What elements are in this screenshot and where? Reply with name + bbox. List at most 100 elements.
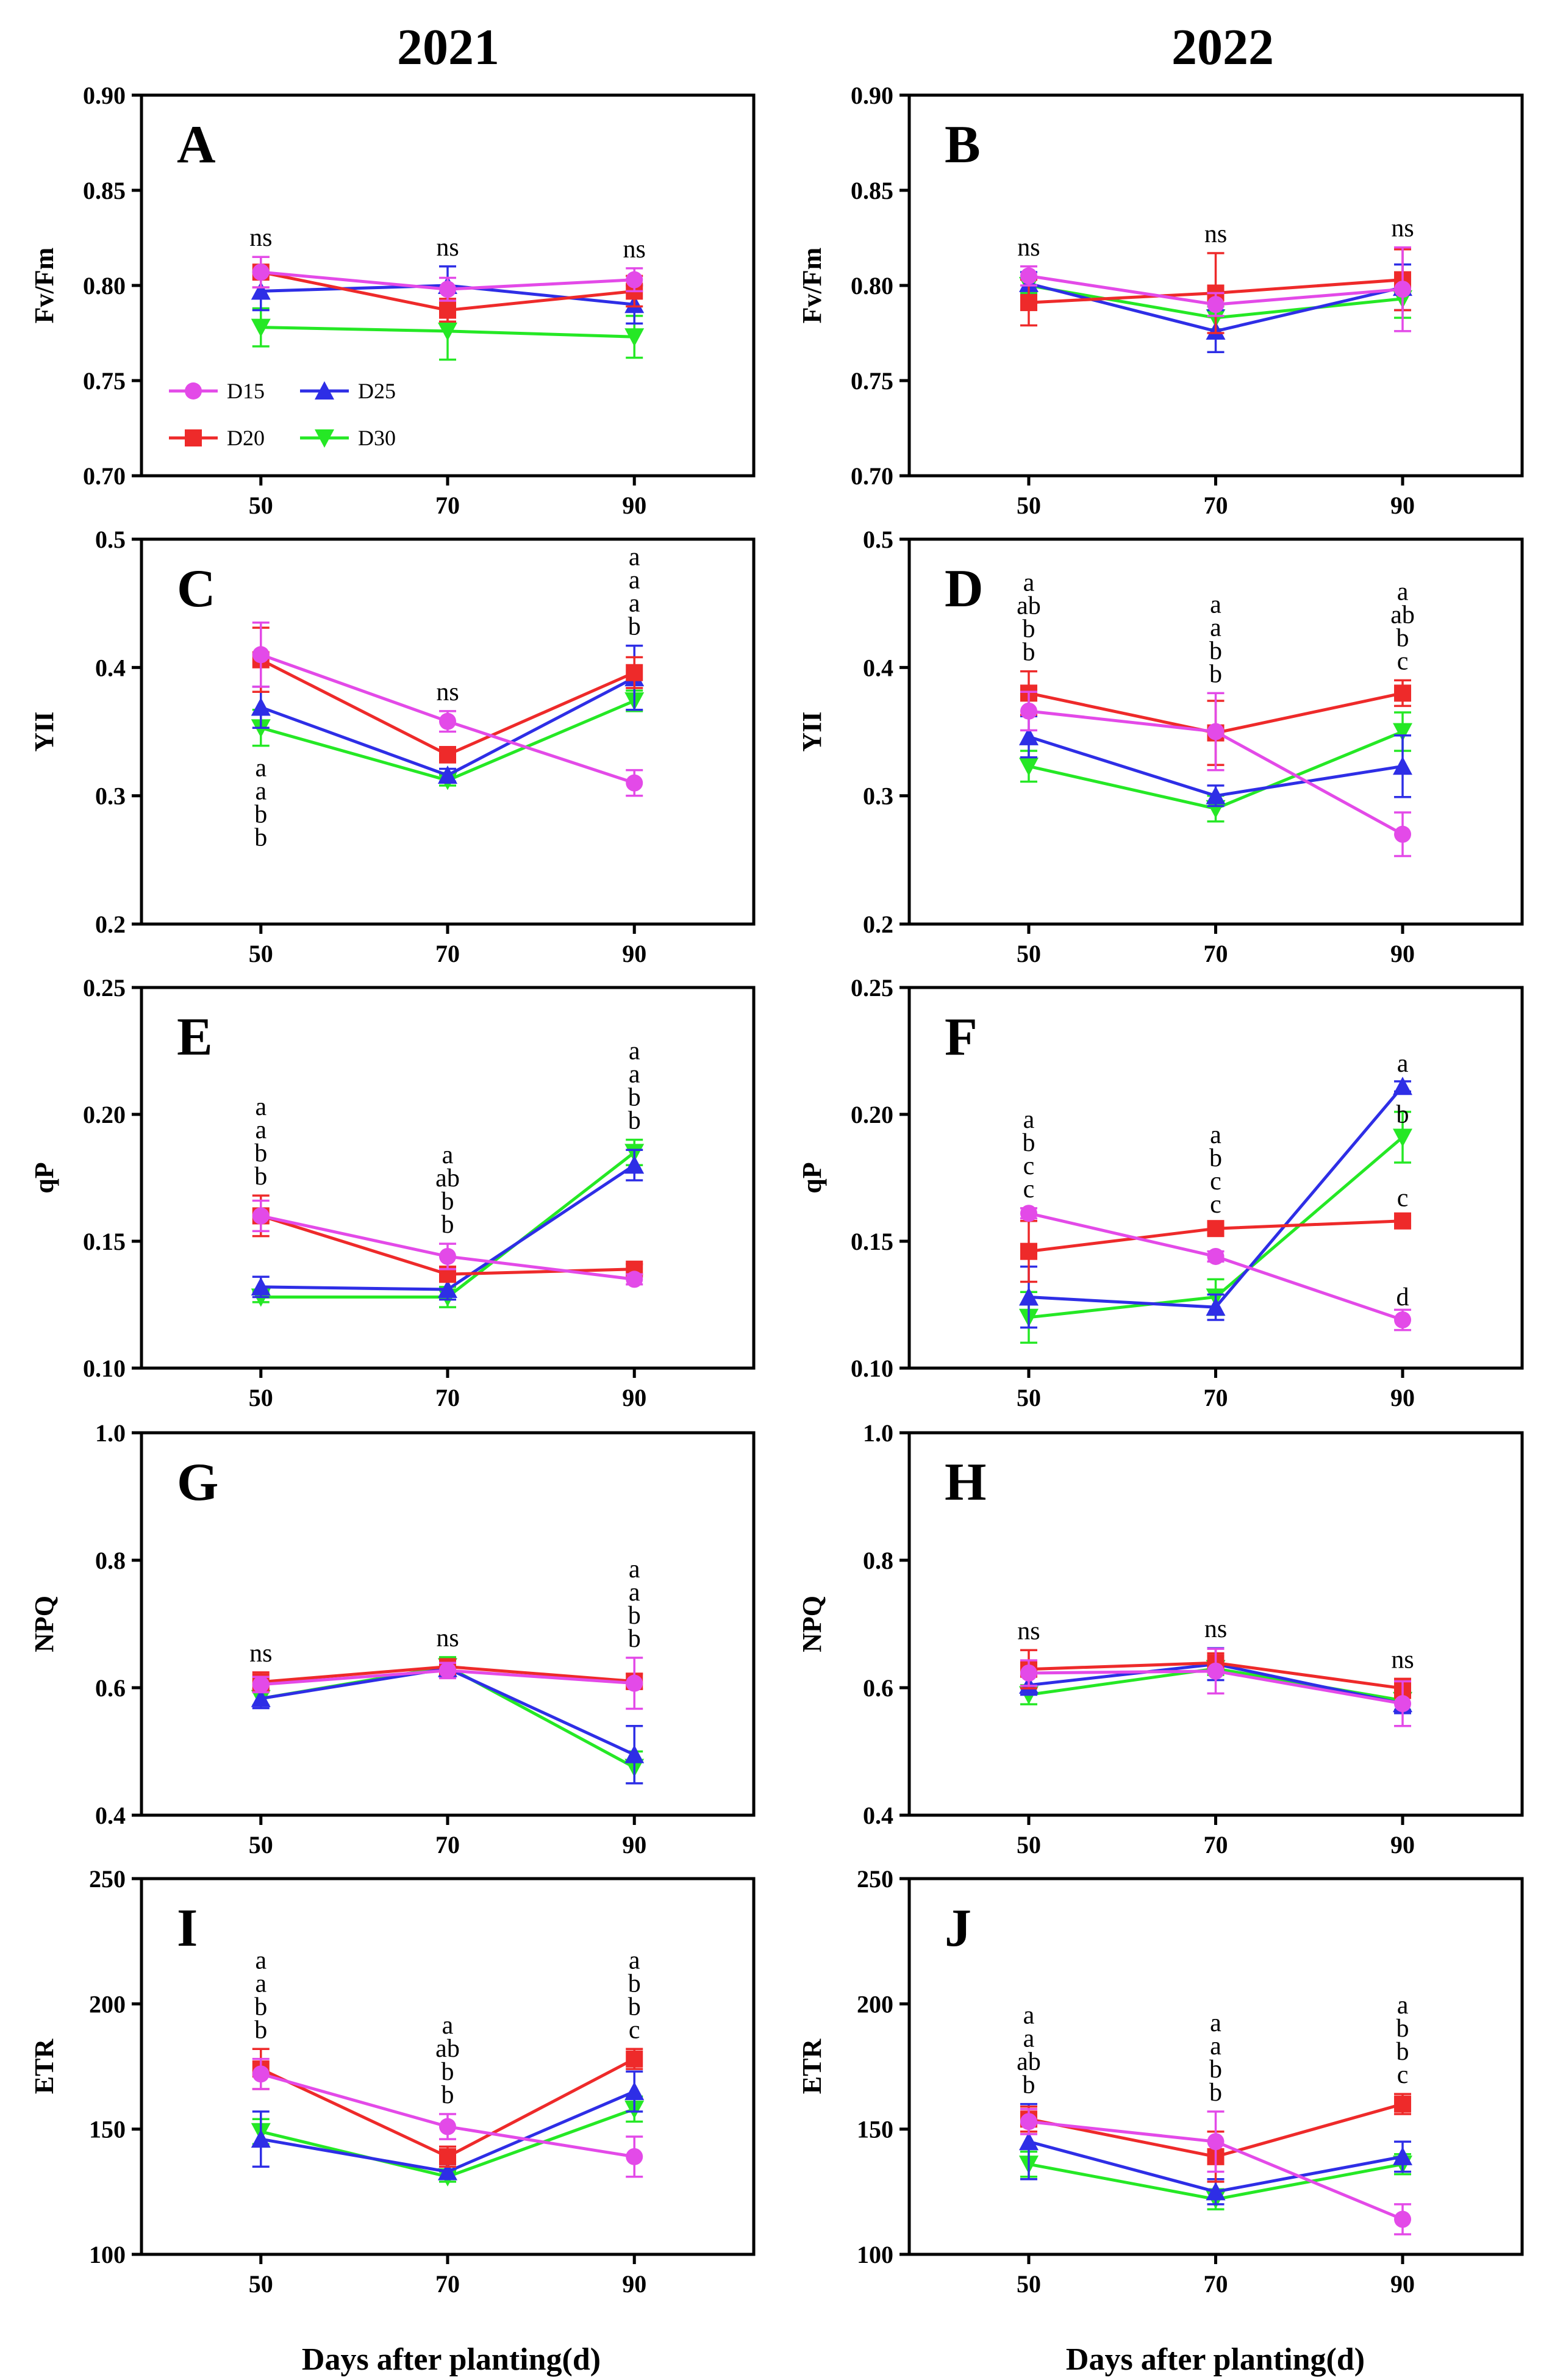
significance-letter: b	[254, 2016, 267, 2044]
y-tick-label: 200	[89, 1990, 126, 2018]
significance-letter: ns	[1017, 234, 1040, 262]
significance-letter: a	[1210, 1121, 1221, 1149]
y-tick-label: 250	[857, 1865, 893, 1893]
data-point-d15	[626, 1674, 643, 1692]
panel-letter: H	[945, 1453, 986, 1512]
data-point-d20	[626, 664, 643, 681]
data-point-d15	[252, 263, 270, 281]
panel-letter: G	[177, 1453, 218, 1512]
point-significance-letter: d	[1396, 1283, 1409, 1311]
significance-letter: ns	[249, 224, 272, 252]
significance-letter: b	[1022, 639, 1035, 667]
data-point-d15	[439, 281, 456, 298]
year-label-2021: 2021	[397, 19, 499, 76]
significance-letter: b	[1209, 637, 1222, 665]
series-d25	[251, 1149, 645, 1301]
y-tick-label: 0.75	[83, 367, 126, 395]
data-point-d25	[624, 1155, 645, 1174]
y-axis-label: ETR	[29, 2038, 59, 2095]
significance-letter: b	[1396, 2038, 1409, 2066]
significance-letter: b	[1209, 1144, 1222, 1172]
significance-letter: ns	[436, 234, 459, 262]
y-tick-label: 0.2	[95, 911, 126, 938]
point-significance-letter: b	[1396, 1100, 1409, 1128]
y-tick-label: 0.3	[863, 783, 893, 810]
data-point-d15	[1394, 1311, 1412, 1328]
data-point-d15	[1020, 702, 1037, 720]
significance-letter: a	[442, 2012, 454, 2040]
data-point-d25	[438, 765, 457, 784]
x-tick-label: 50	[1017, 2270, 1041, 2298]
significance-letter: ns	[1204, 220, 1227, 248]
significance-letter: b	[1022, 615, 1035, 643]
significance-letter: c	[1397, 647, 1409, 675]
significance-letter: b	[442, 1188, 454, 1216]
significance-letter: a	[629, 1061, 640, 1089]
data-point-d25	[251, 281, 271, 300]
y-tick-label: 1.0	[95, 1419, 126, 1447]
x-tick-label: 90	[622, 1831, 646, 1858]
data-point-d20	[439, 301, 456, 319]
data-point-d15	[439, 1247, 456, 1265]
significance-letter: a	[629, 1038, 640, 1066]
data-point-d15	[1394, 1695, 1412, 1713]
x-tick-label: 50	[249, 492, 273, 519]
significance-letter: b	[442, 1211, 454, 1239]
data-point-d25	[1018, 1287, 1039, 1306]
y-tick-label: 150	[89, 2116, 126, 2143]
panel-letter: E	[177, 1008, 213, 1067]
data-point-d15	[1394, 281, 1412, 298]
y-tick-label: 0.15	[83, 1228, 126, 1255]
y-tick-label: 0.3	[95, 783, 126, 810]
data-point-d30	[251, 318, 271, 337]
data-point-d15	[439, 712, 456, 730]
year-label-2022: 2022	[1171, 19, 1274, 76]
x-tick-label: 90	[622, 1384, 646, 1411]
data-point-d25	[1018, 2132, 1039, 2151]
data-point-d15	[439, 1661, 456, 1679]
data-point-d30	[624, 328, 645, 347]
y-tick-label: 0.15	[851, 1228, 893, 1255]
series-d25	[1018, 715, 1413, 808]
point-significance-letter: c	[1397, 1185, 1409, 1213]
y-tick-label: 0.4	[863, 1802, 893, 1829]
significance-letter: a	[255, 1970, 266, 1998]
x-tick-label: 70	[435, 1384, 460, 1411]
series-d15	[1020, 1205, 1412, 1332]
y-tick-label: 0.75	[851, 367, 893, 395]
x-tick-label: 70	[1204, 2270, 1228, 2298]
data-point-d25	[251, 2129, 271, 2148]
data-point-d15	[1020, 2113, 1037, 2131]
data-point-d25	[251, 1688, 271, 1707]
significance-letter: b	[628, 1993, 641, 2021]
significance-letter: a	[442, 1141, 454, 1169]
data-point-d20	[1020, 1242, 1037, 1260]
data-point-d30	[1206, 800, 1226, 819]
y-tick-label: 0.90	[851, 82, 893, 109]
data-point-d25	[1393, 756, 1413, 775]
x-tick-label: 90	[1390, 940, 1415, 967]
significance-letter: b	[442, 2081, 454, 2109]
panel-letter: A	[177, 115, 216, 174]
panel-letter: D	[945, 559, 984, 618]
data-point-d25	[624, 2082, 645, 2101]
x-tick-label: 70	[1204, 940, 1228, 967]
y-tick-label: 0.6	[863, 1674, 893, 1702]
significance-letter: b	[1209, 2056, 1222, 2084]
data-point-d15	[626, 774, 643, 792]
significance-letter: b	[628, 1970, 641, 1998]
y-axis-label: YII	[797, 711, 827, 751]
significance-letter: a	[1210, 2032, 1221, 2060]
series-d15	[252, 621, 643, 797]
y-axis-label: NPQ	[29, 1596, 59, 1652]
panel-letter: C	[177, 559, 216, 618]
y-tick-label: 0.20	[83, 1101, 126, 1128]
y-tick-label: 0.70	[83, 462, 126, 490]
data-point-d15	[1207, 2133, 1225, 2151]
significance-letter: a	[255, 1116, 266, 1144]
data-point-d15	[252, 2065, 270, 2083]
x-tick-label: 70	[1204, 1384, 1228, 1411]
y-tick-label: 0.80	[851, 272, 893, 299]
